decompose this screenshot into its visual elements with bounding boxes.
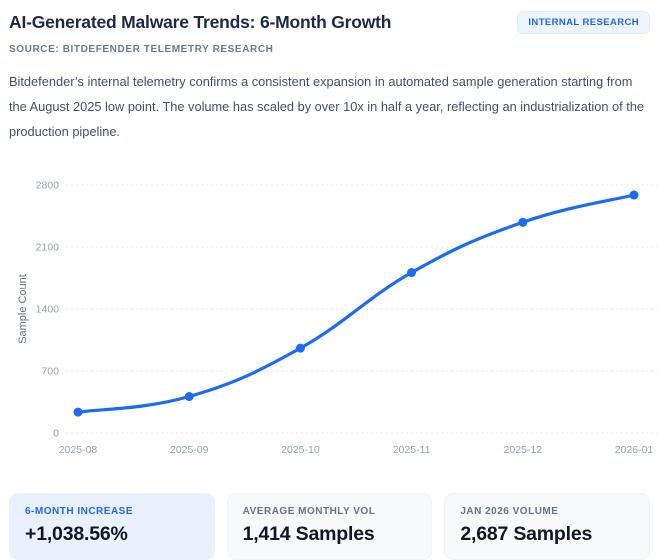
y-axis-title: Sample Count [17, 274, 29, 344]
stat-label: AVERAGE MONTHLY VOL [242, 505, 376, 517]
page-title: AI-Generated Malware Trends: 6-Month Gro… [9, 12, 392, 32]
x-tick-label: 2025-08 [59, 444, 98, 456]
y-tick-label: 700 [41, 365, 59, 377]
y-tick-label: 2100 [36, 241, 60, 253]
data-point-2025-10[interactable] [295, 343, 305, 353]
data-point-2025-11[interactable] [407, 267, 417, 277]
data-point-2025-08[interactable] [73, 407, 83, 417]
stat-label: 6-MONTH INCREASE [25, 505, 134, 517]
data-point-2025-09[interactable] [184, 391, 194, 401]
x-tick-label: 2025-12 [504, 444, 543, 456]
x-tick-label: 2025-09 [170, 444, 209, 456]
chart-container: 0 700 1400 2100 2800 2025-08 2025-09 2025-10 202… [9, 158, 657, 463]
stat-card-jan-2026-volume: JAN 2026 VOLUME 2,687 Samples [444, 492, 650, 560]
x-tick-label: 2025-11 [393, 444, 431, 456]
data-point-2025-12[interactable] [518, 217, 528, 227]
y-tick-label: 2800 [36, 179, 60, 191]
stat-label: JAN 2026 VOLUME [460, 505, 559, 517]
source-line: SOURCE: BITDEFENDER TELEMETRY RESEARCH [9, 44, 274, 55]
y-tick-label: 1400 [36, 303, 60, 315]
internal-research-badge: INTERNAL RESEARCH [517, 11, 650, 34]
trend-line [76, 193, 636, 414]
x-tick-label: 2026-01 [615, 444, 654, 456]
stat-value: 1,414 Samples [242, 522, 375, 545]
stats-row: 6-MONTH INCREASE +1,038.56% AVERAGE MONT… [9, 492, 650, 560]
y-tick-label: 0 [53, 427, 59, 439]
data-point-2026-01[interactable] [629, 190, 639, 200]
description-text: Bitdefender’s internal telemetry confirm… [9, 74, 645, 139]
stat-value: 2,687 Samples [460, 522, 593, 545]
x-tick-label: 2025-10 [281, 444, 320, 456]
line-chart[interactable]: 0 700 1400 2100 2800 2025-08 2025-09 2025-10 202… [9, 158, 659, 463]
stat-value: +1,038.56% [25, 522, 128, 545]
stat-card-average-monthly-vol: AVERAGE MONTHLY VOL 1,414 Samples [226, 492, 433, 560]
header: AI-Generated Malware Trends: 6-Month Gro… [9, 10, 650, 34]
stat-card-6-month-increase: 6-MONTH INCREASE +1,038.56% [9, 492, 215, 560]
